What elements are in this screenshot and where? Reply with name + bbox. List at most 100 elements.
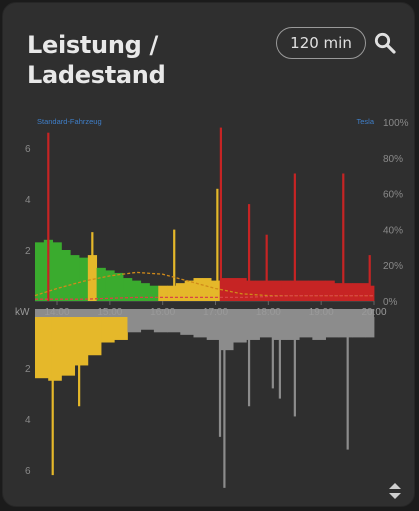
y-tick-top: 6 (25, 144, 31, 155)
consumption-spike (247, 317, 251, 407)
production-bar (35, 242, 45, 301)
production-bar (246, 280, 256, 301)
production-bar (343, 283, 353, 301)
production-bar (237, 278, 247, 301)
sort-arrows-icon[interactable] (387, 481, 403, 501)
legend-tesla: Tesla (356, 117, 374, 126)
y-tick-right: 40% (383, 225, 403, 236)
y-tick-right: 20% (383, 261, 403, 272)
consumption-bar (180, 317, 194, 335)
consumption-spike (346, 317, 349, 450)
production-spike (219, 127, 222, 301)
consumption-bar (365, 317, 375, 338)
consumption-bar (140, 317, 155, 330)
search-icon[interactable] (373, 31, 397, 55)
time-range-button[interactable]: 120 min (276, 27, 366, 59)
consumption-bar (285, 317, 300, 340)
title-line-1: Leistung / (27, 31, 159, 59)
production-spike (265, 234, 268, 301)
consumption-spike (78, 317, 81, 407)
y-tick-right: 0% (383, 297, 398, 308)
production-bar (105, 270, 115, 301)
production-bar (123, 278, 133, 301)
production-bar (360, 283, 370, 301)
y-tick-bottom: 2 (25, 364, 31, 375)
production-spike (342, 173, 345, 301)
y-tick-right: 80% (383, 154, 403, 165)
consumption-spike (293, 317, 296, 417)
production-bar (175, 283, 186, 301)
x-tick-label: 15:00 (97, 307, 122, 318)
y-tick-bottom: 4 (25, 415, 31, 426)
production-bar (255, 280, 265, 301)
production-bar (70, 255, 80, 301)
soc-line-tesla (35, 294, 374, 300)
production-bar (299, 280, 309, 301)
production-bar (79, 257, 89, 301)
x-tick-label: 18:00 (256, 307, 281, 318)
y-tick-top: 2 (25, 246, 31, 257)
production-bar (61, 250, 71, 301)
x-unit-label: kW (15, 307, 30, 318)
consumption-bar (219, 317, 234, 351)
consumption-bar (325, 317, 340, 338)
production-bar (211, 280, 221, 301)
consumption-bar (101, 317, 115, 343)
consumption-bar (74, 317, 89, 366)
production-spike (47, 132, 50, 301)
consumption-bar (48, 317, 62, 381)
production-bar (351, 283, 362, 301)
production-bar (219, 278, 230, 301)
consumption-bar (127, 317, 142, 333)
consumption-bar (61, 317, 76, 376)
consumption-bar (167, 317, 181, 333)
x-tick-label: 17:00 (203, 307, 228, 318)
consumption-band (35, 309, 374, 317)
consumption-bar (35, 317, 49, 379)
y-tick-right: 100% (383, 118, 409, 129)
production-bar (52, 242, 62, 301)
production-bar (272, 280, 282, 301)
production-bar (131, 280, 142, 301)
production-spike (216, 188, 219, 301)
production-bar (281, 280, 291, 301)
power-card: Leistung / Ladestand 120 min 2 4 6 2 4 6 0% 20%… (2, 2, 415, 507)
consumption-spike (271, 317, 274, 389)
consumption-bar (299, 317, 313, 338)
y-tick-top: 4 (25, 195, 31, 206)
production-bar (228, 278, 238, 301)
consumption-bar (338, 317, 353, 338)
consumption-bar (351, 317, 366, 338)
consumption-bar (233, 317, 247, 343)
card-title: Leistung / Ladestand (27, 30, 247, 90)
production-spike (91, 232, 94, 301)
x-tick-label: 19:00 (309, 307, 334, 318)
production-bar (193, 278, 203, 301)
production-bar (140, 283, 150, 301)
production-bar (114, 272, 124, 301)
consumption-bar (206, 317, 221, 340)
consumption-bar (259, 317, 274, 338)
production-bar (167, 285, 177, 301)
consumption-bar (193, 317, 208, 338)
production-bar (263, 280, 274, 301)
production-bar (202, 278, 212, 301)
production-bar (149, 285, 159, 301)
x-tick-label: 14:00 (44, 307, 69, 318)
production-bar (184, 280, 194, 301)
production-spike (293, 173, 296, 301)
production-bar (96, 267, 106, 301)
y-tick-bottom: 6 (25, 466, 31, 477)
consumption-spike (223, 317, 226, 488)
production-spike (368, 255, 371, 301)
consumption-bar (153, 317, 168, 333)
production-bar (158, 285, 168, 301)
title-line-2: Ladestand (27, 61, 166, 89)
production-bar (369, 285, 375, 301)
production-spike (247, 204, 251, 301)
consumption-bar (114, 317, 128, 340)
consumption-bar (312, 317, 326, 340)
x-tick-label: 16:00 (150, 307, 175, 318)
consumption-spike (51, 317, 54, 476)
